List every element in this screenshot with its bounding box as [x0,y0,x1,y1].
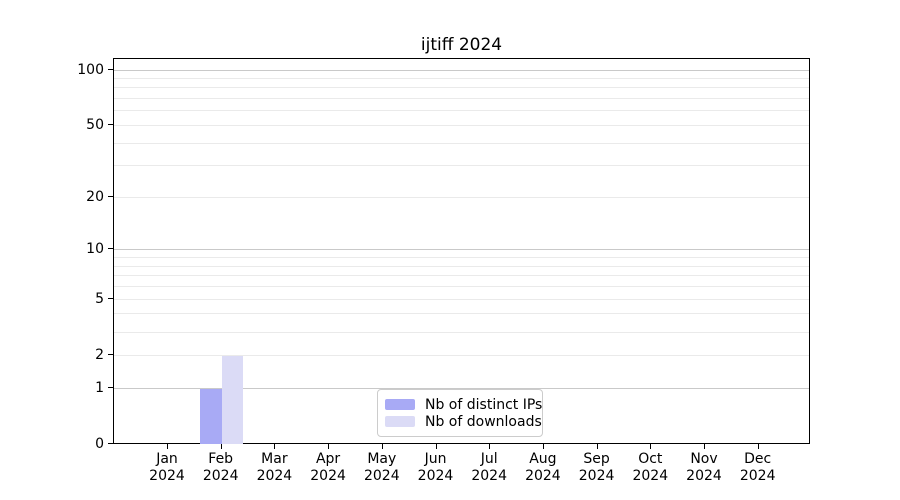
minor-gridline [114,87,809,89]
x-axis-tick-label: Oct 2024 [632,451,669,484]
x-axis-tick-label: Nov 2024 [686,451,722,484]
major-gridline [114,249,809,251]
minor-gridline [114,275,809,277]
minor-gridline [114,313,809,315]
minor-gridline [114,257,809,259]
y-axis-tick [108,123,113,125]
legend-item-downloads: Nb of downloads [385,413,542,430]
y-axis-tick-label: 5 [95,290,104,307]
y-axis-tick-label: 2 [95,346,104,363]
y-axis-tick [108,443,113,444]
minor-gridline [114,165,809,167]
minor-gridline [114,286,809,288]
minor-gridline [114,196,809,198]
y-axis-tick-label: 50 [86,116,104,133]
x-axis-tick [328,444,330,449]
legend-swatch-distinct-ips [385,399,415,410]
x-axis-tick-label: Jun 2024 [417,451,454,484]
minor-gridline [114,142,809,144]
x-axis-tick [381,444,383,449]
minor-gridline [114,265,809,267]
legend-label-distinct-ips: Nb of distinct IPs [425,396,543,413]
x-axis-tick [542,444,544,449]
x-axis-tick [757,444,759,449]
x-axis-tick [220,444,222,449]
y-axis-tick [108,68,113,70]
minor-gridline [114,298,809,300]
legend: Nb of distinct IPs Nb of downloads [377,389,543,437]
minor-gridline [114,331,809,333]
y-axis-tick [108,353,113,355]
x-axis-tick-label: Jan 2024 [149,451,185,484]
y-axis-tick [108,195,113,197]
major-gridline [114,69,809,71]
legend-item-distinct-ips: Nb of distinct IPs [385,396,542,413]
minor-gridline [114,354,809,356]
x-axis-tick [489,444,491,449]
x-axis-tick-label: May 2024 [363,451,400,484]
y-axis-tick-label: 1 [95,379,104,396]
major-gridline [114,387,809,389]
chart-title: ijtiff 2024 [420,35,503,55]
x-axis-tick-label: Mar 2024 [256,451,293,484]
x-axis-tick [704,444,705,449]
bar-distinct-ips [200,388,222,444]
minor-gridline [114,110,809,112]
legend-label-downloads: Nb of downloads [425,413,542,430]
y-axis-tick [108,386,113,388]
x-axis-tick [274,444,276,449]
x-axis-tick [596,444,598,449]
plot-area [113,58,810,444]
x-axis-tick-label: Aug 2024 [525,451,561,484]
bar-downloads [221,355,244,444]
y-axis-tick-label: 0 [95,436,104,452]
y-axis-tick [108,248,113,250]
x-axis-tick-label: Jul 2024 [471,451,507,484]
y-axis-tick-label: 100 [77,61,104,78]
y-axis-tick-label: 10 [86,241,104,258]
y-axis-tick-label: 20 [86,188,104,205]
x-axis-tick-label: Feb 2024 [202,451,239,484]
x-axis-tick [167,444,168,449]
y-axis-tick [108,297,113,299]
legend-swatch-downloads [385,416,415,427]
x-axis-tick [435,444,437,449]
minor-gridline [114,124,809,126]
x-axis-tick [650,444,652,449]
x-axis-tick-label: Apr 2024 [310,451,346,484]
x-axis-tick-label: Dec 2024 [739,451,776,484]
minor-gridline [114,98,809,100]
x-axis-tick-label: Sep 2024 [578,451,615,484]
minor-gridline [114,77,809,79]
